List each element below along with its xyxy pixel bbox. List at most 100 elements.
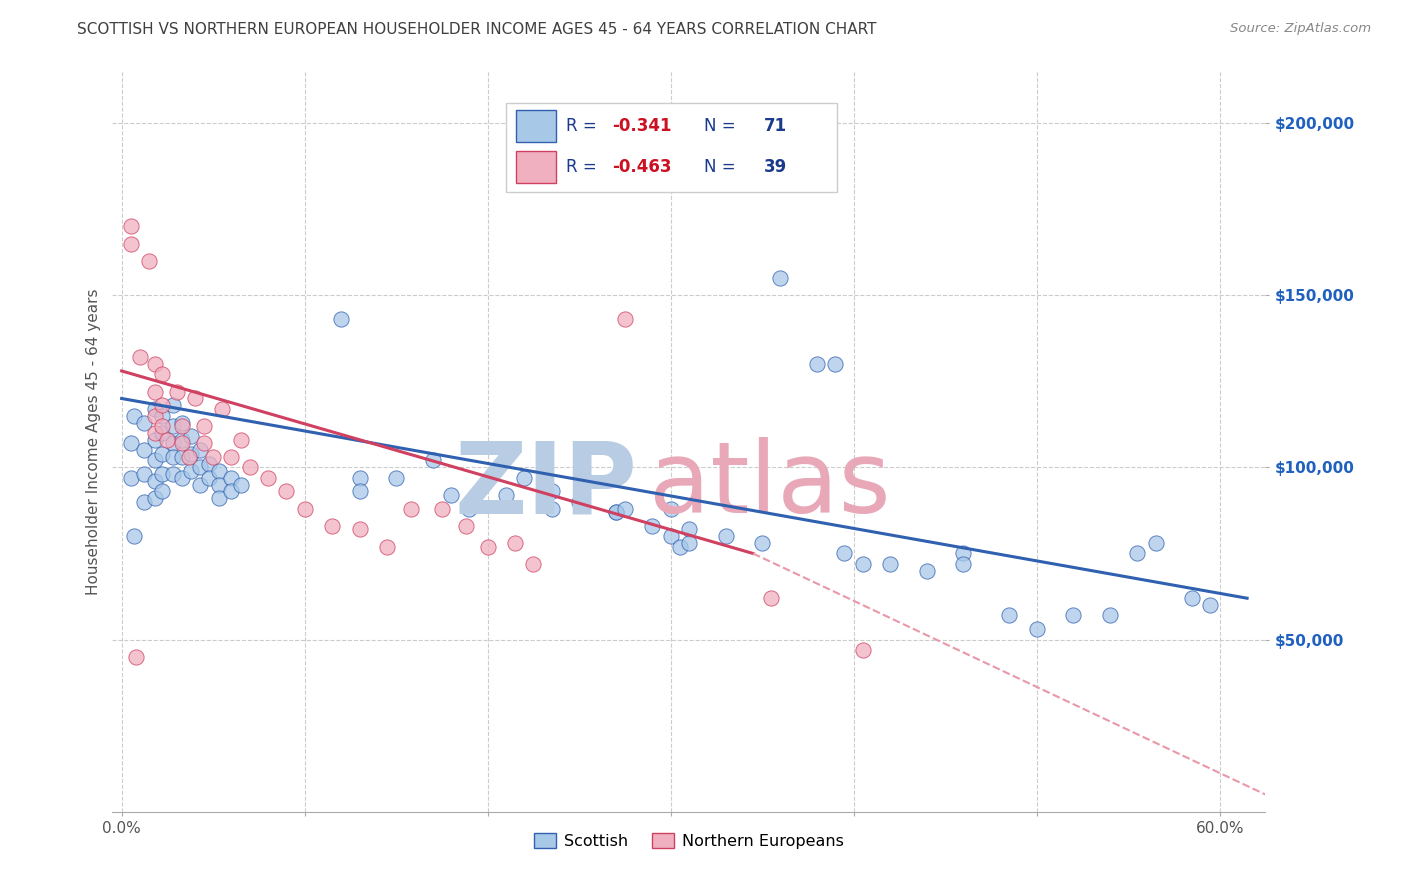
- Point: [162, 436, 184, 450]
- Point: [120, 436, 142, 450]
- Point: [422, 453, 444, 467]
- Point: [221, 484, 243, 499]
- Point: [188, 443, 211, 458]
- Point: [276, 484, 298, 499]
- Point: [1062, 608, 1084, 623]
- Point: [852, 557, 875, 571]
- Point: [1025, 622, 1047, 636]
- Point: [150, 484, 173, 499]
- Point: [613, 501, 636, 516]
- Point: [124, 529, 146, 543]
- Point: [188, 460, 211, 475]
- Point: [477, 540, 499, 554]
- Point: [143, 474, 166, 488]
- Point: [143, 401, 166, 416]
- Point: [202, 450, 225, 464]
- Point: [207, 477, 229, 491]
- Point: [769, 271, 792, 285]
- Point: [221, 471, 243, 485]
- Point: [129, 350, 152, 364]
- Point: [239, 460, 262, 475]
- Point: [170, 450, 193, 464]
- Point: [495, 488, 517, 502]
- Point: [162, 450, 184, 464]
- Text: -0.463: -0.463: [612, 158, 672, 176]
- Point: [179, 450, 201, 464]
- Point: [143, 433, 166, 447]
- Point: [440, 488, 463, 502]
- Point: [166, 384, 188, 399]
- Text: -0.341: -0.341: [612, 117, 672, 135]
- Text: SCOTTISH VS NORTHERN EUROPEAN HOUSEHOLDER INCOME AGES 45 - 64 YEARS CORRELATION : SCOTTISH VS NORTHERN EUROPEAN HOUSEHOLDE…: [77, 22, 877, 37]
- Point: [613, 312, 636, 326]
- Point: [143, 453, 166, 467]
- Bar: [516, 110, 555, 142]
- Point: [605, 505, 627, 519]
- Point: [170, 416, 193, 430]
- Point: [806, 357, 828, 371]
- Point: [138, 253, 160, 268]
- Point: [150, 425, 173, 440]
- Point: [294, 501, 316, 516]
- Point: [659, 529, 682, 543]
- Point: [1181, 591, 1204, 606]
- Point: [641, 519, 664, 533]
- Point: [162, 419, 184, 434]
- Point: [1199, 598, 1222, 612]
- Point: [188, 477, 211, 491]
- Legend: Scottish, Northern Europeans: Scottish, Northern Europeans: [527, 827, 851, 855]
- Point: [605, 505, 627, 519]
- Point: [211, 401, 233, 416]
- Point: [156, 433, 179, 447]
- Point: [257, 471, 280, 485]
- Point: [193, 419, 215, 434]
- Point: [120, 236, 142, 251]
- Point: [330, 312, 353, 326]
- Point: [399, 501, 422, 516]
- Point: [540, 484, 562, 499]
- Point: [385, 471, 408, 485]
- Point: [458, 501, 481, 516]
- Text: Source: ZipAtlas.com: Source: ZipAtlas.com: [1230, 22, 1371, 36]
- Point: [522, 557, 544, 571]
- Point: [125, 649, 148, 664]
- Point: [349, 484, 371, 499]
- Point: [998, 608, 1021, 623]
- Point: [207, 464, 229, 478]
- Point: [706, 168, 728, 182]
- Point: [120, 471, 142, 485]
- Point: [852, 643, 875, 657]
- Point: [229, 477, 252, 491]
- Point: [184, 392, 207, 406]
- Point: [150, 398, 173, 412]
- Text: atlas: atlas: [648, 437, 890, 534]
- Point: [952, 557, 974, 571]
- Point: [503, 536, 526, 550]
- Point: [162, 398, 184, 412]
- Point: [568, 495, 591, 509]
- Point: [170, 436, 193, 450]
- Point: [952, 546, 974, 560]
- Text: N =: N =: [704, 117, 741, 135]
- Point: [143, 357, 166, 371]
- Point: [668, 540, 690, 554]
- Point: [678, 522, 700, 536]
- Point: [124, 409, 146, 423]
- Point: [143, 425, 166, 440]
- Point: [207, 491, 229, 506]
- Point: [1098, 608, 1121, 623]
- Point: [150, 419, 173, 434]
- Point: [659, 501, 682, 516]
- Point: [751, 536, 773, 550]
- Point: [513, 471, 536, 485]
- Point: [714, 529, 737, 543]
- Point: [193, 436, 215, 450]
- Point: [1126, 546, 1149, 560]
- Point: [678, 536, 700, 550]
- Point: [915, 564, 938, 578]
- Point: [1144, 536, 1167, 550]
- Point: [540, 501, 562, 516]
- Point: [321, 519, 343, 533]
- Point: [430, 501, 453, 516]
- Point: [834, 546, 856, 560]
